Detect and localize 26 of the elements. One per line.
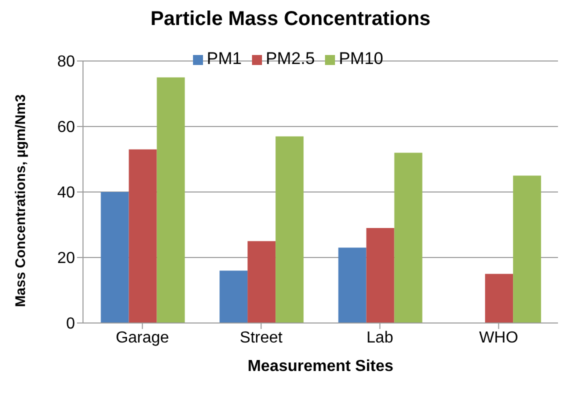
- x-tick-label: Garage: [116, 329, 170, 346]
- bar: [366, 228, 394, 323]
- y-axis-title: Mass Concentrations, µgm/Nm3: [12, 94, 28, 307]
- bar: [338, 248, 366, 323]
- bar: [485, 274, 514, 323]
- y-tick-label: 20: [57, 250, 76, 268]
- y-tick-label: 0: [66, 316, 76, 333]
- bar: [394, 152, 422, 323]
- legend-label: PM1: [206, 49, 242, 68]
- bar: [156, 77, 185, 323]
- chart-title: Particle Mass Concentrations: [149, 8, 432, 31]
- legend-label: PM2.5: [266, 49, 315, 68]
- legend-label: PM10: [338, 49, 384, 68]
- y-tick-label: 40: [57, 184, 76, 202]
- x-tick-label: WHO: [479, 329, 518, 346]
- y-tick-label: 80: [57, 54, 76, 71]
- bar: [128, 149, 157, 323]
- bar: [220, 270, 248, 323]
- bar: [248, 241, 276, 323]
- bar: [100, 192, 129, 323]
- bar: [513, 176, 542, 323]
- x-tick-label: Street: [240, 329, 284, 346]
- y-tick-label: 60: [57, 119, 76, 136]
- x-axis-title: Measurement Sites: [248, 358, 394, 375]
- x-tick-label: Lab: [366, 329, 394, 346]
- bar: [276, 136, 304, 323]
